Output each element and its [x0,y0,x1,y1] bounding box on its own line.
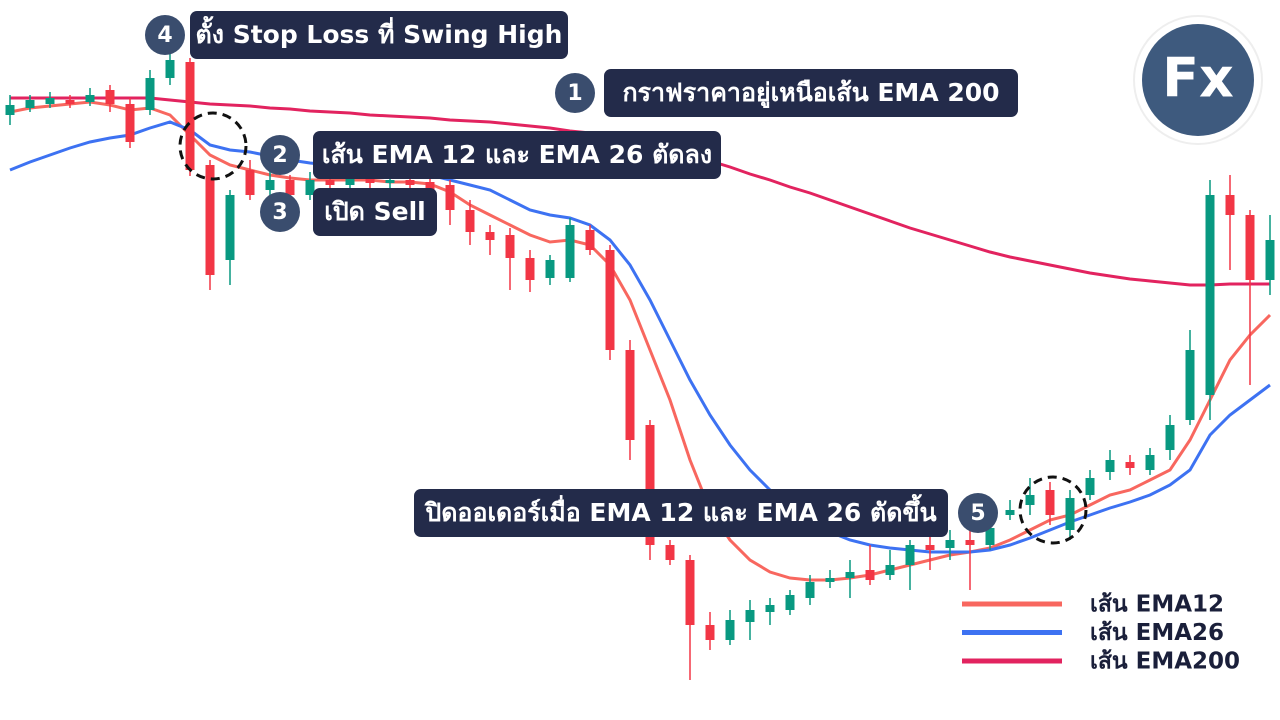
highlight-circle [178,111,248,181]
candle-body [825,578,835,582]
candles [5,52,1275,680]
candle-body [245,170,255,195]
note-badge [260,135,300,175]
candle-body [1245,215,1255,280]
logo-disc [1142,24,1254,136]
candle-body [525,258,535,280]
candle-body [1125,462,1135,468]
note-badge [555,73,595,113]
candle-body [965,540,975,545]
candle-body [1045,490,1055,515]
ema-line [10,96,1270,287]
candle-body [385,180,395,183]
badge-text: 3 [272,200,287,225]
candle-body [1205,195,1215,395]
candle-body [45,98,55,104]
candle-body [305,180,315,195]
note-box [604,69,1018,117]
candle-body [765,605,775,612]
candle-body [145,78,155,110]
candle-body [805,582,815,598]
note-text: ตั้ง Stop Loss ที่ Swing High [196,15,563,49]
note-badge [958,493,998,533]
note-box [313,131,721,179]
candle-body [665,545,675,560]
candle-body [705,625,715,640]
candle-body [725,620,735,640]
note-text: เปิด Sell [324,197,425,226]
candle-body [365,178,375,183]
note-box [414,489,948,537]
badge-text: 4 [157,23,172,48]
candle-body [645,425,655,545]
ema-line [9,100,1272,582]
logo: Fx [1133,15,1263,145]
candle-body [5,105,15,115]
candle-body [125,104,135,142]
candle-body [1105,460,1115,472]
candle-body [85,95,95,102]
candle-body [185,62,195,170]
note-badge [145,15,185,55]
candle-body [785,595,795,610]
candle-body [1165,425,1175,450]
candle-body [985,528,995,545]
legend-text: เส้น EMA200 [1090,649,1240,675]
candle-body [265,180,275,190]
badge-text: 2 [272,143,287,168]
candle-body [465,210,475,232]
candle-body [405,180,415,185]
candle-body [605,250,615,350]
candle-body [925,545,935,550]
candle-body [485,232,495,240]
candle-body [745,610,755,622]
logo-text: Fx [1162,47,1234,110]
badge-text: 1 [567,81,582,106]
candle-body [945,540,955,548]
candle-body [505,235,515,258]
badge-text: 5 [970,501,985,526]
candle-body [1065,498,1075,530]
candle-body [1025,495,1035,505]
note-box [313,188,437,236]
candle-body [1085,478,1095,495]
candle-body [1005,510,1015,515]
legend-text: เส้น EMA12 [1090,592,1224,618]
candle-body [225,195,235,260]
note-text: ปิดออเดอร์เมื่อ EMA 12 และ EMA 26 ตัดขึ้… [424,493,937,527]
legend-text: เส้น EMA26 [1090,620,1224,646]
candle-body [685,560,695,625]
candle-body [625,350,635,440]
candle-body [25,100,35,108]
note-box [190,11,568,59]
candle-body [285,180,295,195]
candle-body [845,572,855,578]
candle-body [545,260,555,278]
candle-body [425,182,435,190]
candle-body [1225,195,1235,215]
candle-body [885,565,895,575]
candle-body [565,225,575,278]
candle-body [1185,350,1195,420]
candle-body [105,90,115,104]
candle-body [205,165,215,275]
note-text: เส้น EMA 12 และ EMA 26 ตัดลง [322,140,712,169]
candle-body [865,570,875,580]
note-badge [260,192,300,232]
candle-body [585,230,595,250]
ema-line [9,120,1271,554]
candle-body [65,100,75,104]
candle-body [1265,240,1275,280]
annotations: ตั้ง Stop Loss ที่ Swing High 4 กราฟราคาอย… [145,11,1018,537]
candle-body [325,180,335,185]
highlight-circle [1018,475,1088,545]
candle-body [165,60,175,78]
note-text: กราฟราคาอยู่เหนือเส้น EMA 200 [622,78,999,109]
candle-body [905,545,915,565]
candle-body [445,185,455,210]
candle-body [345,178,355,185]
candle-body [1145,455,1155,470]
